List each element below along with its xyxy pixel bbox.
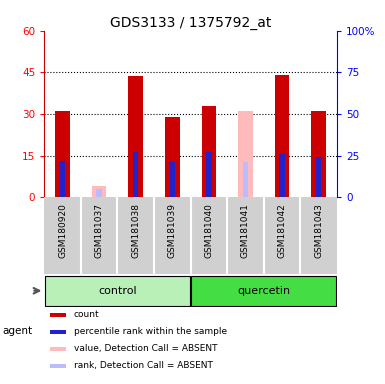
Text: quercetin: quercetin <box>237 286 290 296</box>
Title: GDS3133 / 1375792_at: GDS3133 / 1375792_at <box>110 16 271 30</box>
Text: control: control <box>98 286 137 296</box>
Text: GSM181039: GSM181039 <box>168 203 177 258</box>
Text: rank, Detection Call = ABSENT: rank, Detection Call = ABSENT <box>74 361 213 371</box>
Text: value, Detection Call = ABSENT: value, Detection Call = ABSENT <box>74 344 217 353</box>
Bar <box>50 347 66 351</box>
Text: GSM181038: GSM181038 <box>131 203 140 258</box>
Bar <box>50 313 66 317</box>
Bar <box>238 111 253 197</box>
Bar <box>316 157 321 197</box>
Text: GSM181042: GSM181042 <box>278 203 286 258</box>
Text: GSM180920: GSM180920 <box>58 203 67 258</box>
Bar <box>275 75 290 197</box>
Text: GSM181037: GSM181037 <box>95 203 104 258</box>
Bar <box>311 111 326 197</box>
Bar <box>165 117 179 197</box>
Text: percentile rank within the sample: percentile rank within the sample <box>74 328 227 336</box>
Text: GSM181040: GSM181040 <box>204 203 213 258</box>
Bar <box>133 152 139 197</box>
Bar <box>92 186 106 197</box>
Text: agent: agent <box>2 326 32 336</box>
Bar <box>169 162 175 197</box>
Text: GSM181041: GSM181041 <box>241 203 250 258</box>
FancyBboxPatch shape <box>45 276 190 306</box>
Bar <box>279 154 285 197</box>
Text: count: count <box>74 310 99 319</box>
Bar <box>129 76 143 197</box>
Bar <box>202 106 216 197</box>
FancyBboxPatch shape <box>191 276 336 306</box>
Bar <box>50 330 66 334</box>
Text: GSM181043: GSM181043 <box>314 203 323 258</box>
Bar <box>60 161 65 197</box>
Bar <box>50 364 66 368</box>
Bar <box>243 162 248 197</box>
Bar <box>55 111 70 197</box>
Bar <box>96 189 102 197</box>
Bar <box>206 152 212 197</box>
